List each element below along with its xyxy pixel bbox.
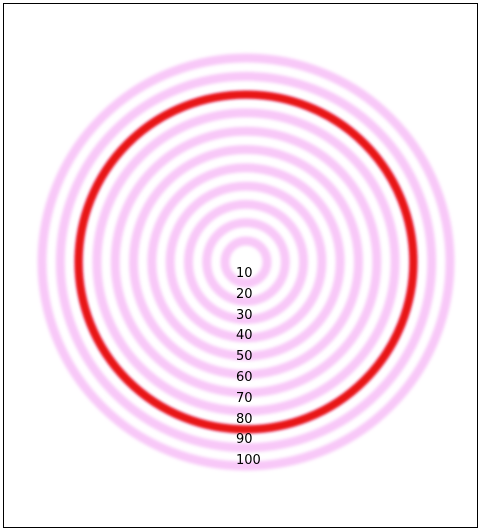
ring-40 [165, 181, 327, 343]
ring-label-70: 70 [236, 390, 253, 406]
ring-label-80: 80 [236, 411, 253, 427]
ring-50 [147, 163, 345, 361]
ring-label-90: 90 [236, 432, 253, 448]
ring-10 [220, 236, 272, 288]
ring-labels: 10 20 30 40 50 60 70 80 90 100 [236, 264, 276, 472]
ring-label-100: 100 [236, 453, 261, 469]
ring-70 [110, 126, 382, 398]
ring-label-30: 30 [236, 307, 253, 323]
ring-30 [183, 199, 309, 325]
ring-60 [129, 145, 363, 379]
ring-label-40: 40 [236, 328, 253, 344]
ring-label-50: 50 [236, 349, 253, 365]
ring-label-20: 20 [236, 286, 253, 302]
ring-80 [92, 108, 400, 416]
ring-100 [55, 71, 437, 453]
ring-label-60: 60 [236, 369, 253, 385]
ring-label-10: 10 [236, 266, 253, 281]
ring-outer [37, 53, 455, 471]
ring-20 [202, 218, 290, 306]
ring-highlight-90 [74, 90, 418, 434]
